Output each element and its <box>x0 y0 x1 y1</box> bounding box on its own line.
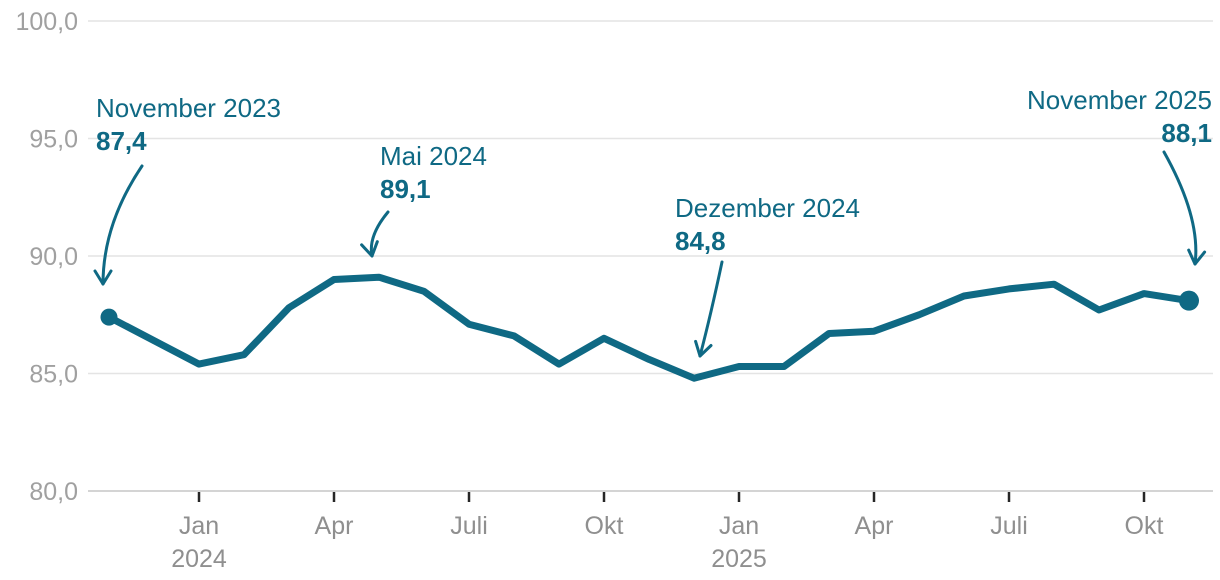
data-point-start <box>100 308 118 326</box>
annotation-value: 84,8 <box>675 226 726 256</box>
x-axis-label: Jan <box>719 512 759 540</box>
annotation-value: 87,4 <box>96 126 147 156</box>
y-axis-label: 80,0 <box>29 478 78 506</box>
x-axis-label: Juli <box>450 512 488 540</box>
x-axis-label: Apr <box>315 512 354 540</box>
x-axis-year-label: 2025 <box>711 545 767 573</box>
y-axis-label: 100,0 <box>15 8 78 36</box>
annotation-value: 89,1 <box>380 174 431 204</box>
y-axis-label: 90,0 <box>29 243 78 271</box>
y-axis-label: 85,0 <box>29 360 78 388</box>
annotation-label: November 2023 <box>96 93 281 123</box>
annotation-arrowhead <box>93 269 113 286</box>
annotation-arrowhead <box>694 339 713 358</box>
annotation-label: November 2025 <box>1027 85 1212 115</box>
x-axis-label: Okt <box>1125 512 1164 540</box>
annotation-label: Mai 2024 <box>380 141 487 171</box>
x-axis-label: Okt <box>585 512 624 540</box>
annotation-arrowhead <box>360 240 379 258</box>
x-axis-label: Jan <box>179 512 219 540</box>
data-point-end <box>1179 290 1199 311</box>
annotation-mai-2024: Mai 2024 89,1 <box>380 141 487 205</box>
annotation-label: Dezember 2024 <box>675 193 860 223</box>
annotation-november-2025: November 2025 88,1 <box>1027 85 1212 149</box>
x-axis-label: Apr <box>855 512 894 540</box>
x-axis-year-label: 2024 <box>171 545 227 573</box>
annotation-dezember-2024: Dezember 2024 84,8 <box>675 193 860 257</box>
annotation-arrow <box>369 210 390 258</box>
y-axis-label: 95,0 <box>29 125 78 153</box>
annotation-november-2023: November 2023 87,4 <box>96 93 281 157</box>
series-line <box>105 273 1193 382</box>
x-axis-label: Juli <box>990 512 1028 540</box>
annotation-arrow <box>698 260 724 358</box>
annotation-value: 88,1 <box>1161 118 1212 148</box>
annotation-arrowhead <box>1187 248 1207 266</box>
annotation-arrow <box>1162 150 1198 266</box>
annotation-arrow <box>101 164 144 286</box>
